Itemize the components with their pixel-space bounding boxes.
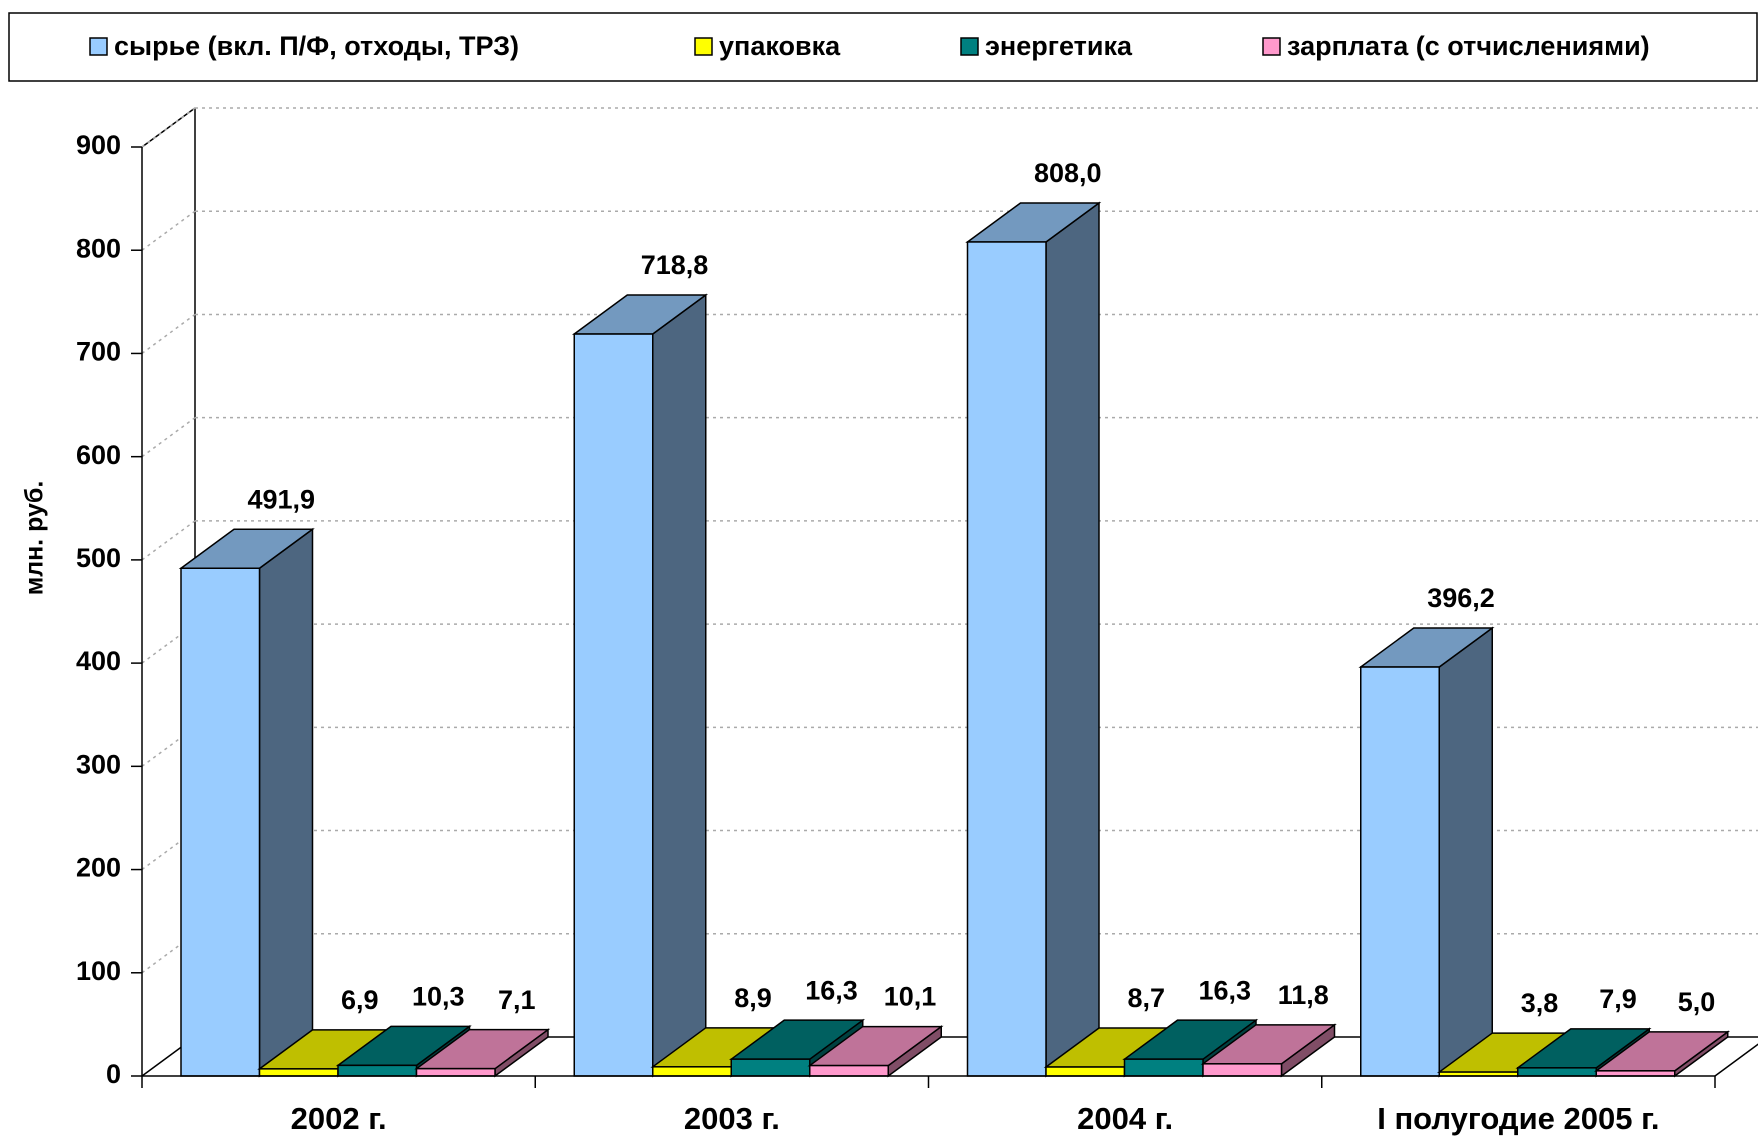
y-tick-label: 600 (76, 440, 121, 470)
legend-swatch (694, 37, 713, 56)
bar (966, 241, 1047, 1077)
data-label: 16,3 (1198, 975, 1251, 1005)
bar (809, 1064, 889, 1077)
y-tick-label: 100 (76, 956, 121, 986)
data-label: 808,0 (1034, 158, 1102, 188)
bar-group (807, 1025, 944, 1078)
legend-label: упаковка (719, 31, 841, 61)
data-label: 8,7 (1127, 983, 1165, 1013)
bar (1595, 1070, 1676, 1077)
bar-group (1200, 1023, 1337, 1078)
bar-side (258, 527, 314, 1078)
bar (1045, 1066, 1126, 1077)
bar-side (652, 293, 707, 1078)
data-label: 7,1 (498, 985, 536, 1015)
legend-swatch (1262, 37, 1281, 56)
legend-swatch (960, 37, 979, 56)
y-tick-label: 200 (76, 853, 121, 883)
x-tick-label: 2002 г. (291, 1101, 387, 1136)
bar (258, 1068, 339, 1077)
bar (1123, 1058, 1204, 1077)
floor-right (1714, 1043, 1758, 1077)
bar (573, 333, 654, 1077)
x-tick-label: I полугодие 2005 г. (1377, 1101, 1659, 1136)
data-label: 6,9 (341, 985, 379, 1015)
legend-swatch (89, 37, 108, 56)
data-label: 16,3 (805, 975, 858, 1005)
y-tick-label: 0 (106, 1059, 121, 1089)
grid-line (141, 210, 196, 251)
data-label: 10,1 (884, 982, 937, 1012)
bar (730, 1058, 811, 1077)
bar-group (571, 293, 709, 1078)
data-label: 11,8 (1278, 980, 1329, 1010)
y-tick-label: 500 (76, 543, 121, 573)
data-label: 7,9 (1599, 984, 1637, 1014)
data-label: 718,8 (641, 250, 709, 280)
x-tick-label: 2003 г. (684, 1101, 780, 1136)
legend-label: энергетика (985, 31, 1133, 61)
data-label: 8,9 (734, 983, 772, 1013)
bar (1360, 666, 1440, 1077)
data-label: 491,9 (247, 484, 315, 514)
legend-label: сырье (вкл. П/Ф, отходы, ТРЗ) (114, 31, 519, 61)
bar-group (1593, 1030, 1731, 1078)
bar (1202, 1063, 1283, 1077)
legend-label: зарплата (с отчислениями) (1287, 31, 1650, 61)
grid-line (141, 417, 196, 458)
bar-group (1358, 626, 1495, 1078)
bar (180, 567, 261, 1077)
bar-group (965, 201, 1102, 1078)
bar (652, 1066, 732, 1077)
data-label: 3,8 (1521, 988, 1559, 1018)
y-tick-label: 800 (76, 233, 121, 263)
y-tick-label: 700 (76, 337, 121, 367)
data-label: 5,0 (1678, 987, 1716, 1017)
data-label: 396,2 (1427, 583, 1495, 613)
grid-line (141, 313, 196, 355)
bar-side (1438, 626, 1493, 1078)
grid-line (141, 520, 196, 561)
data-label: 10,3 (412, 981, 465, 1011)
bar (415, 1067, 496, 1077)
x-tick-label: 2004 г. (1077, 1101, 1173, 1136)
bar-group (178, 527, 315, 1078)
bar-side (1045, 201, 1100, 1078)
bar (337, 1064, 418, 1077)
y-tick-label: 300 (76, 749, 121, 779)
legend-box (8, 12, 1758, 82)
y-tick-label: 400 (76, 646, 121, 676)
bar (1517, 1067, 1597, 1077)
axis-top-edge (141, 107, 196, 148)
y-tick-label: 900 (76, 130, 121, 160)
y-axis-label: млн. руб. (21, 481, 49, 596)
